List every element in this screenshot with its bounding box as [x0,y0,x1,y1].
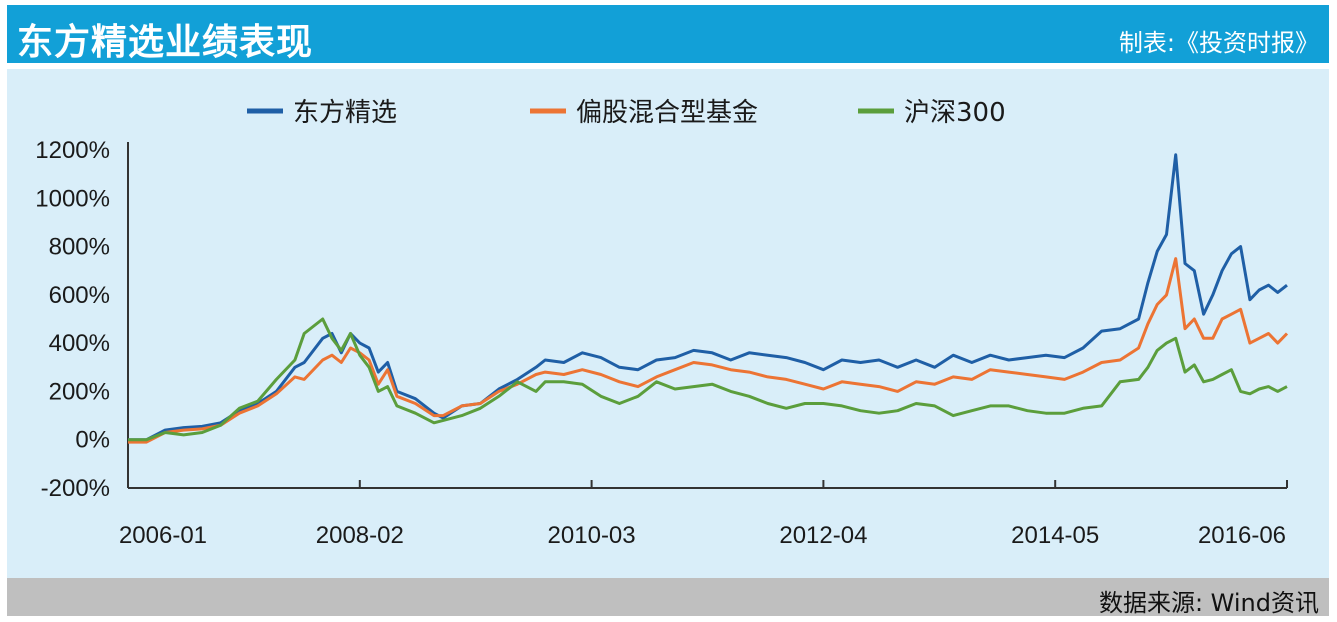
legend-label: 沪深300 [904,98,1006,128]
x-tick-label: 2006-01 [119,522,207,549]
x-tick-label: 2016-06 [1198,522,1286,549]
y-tick-label: 1200% [35,137,110,164]
x-tick-label: 2012-04 [779,522,867,549]
series-lines [128,153,1289,444]
title-bar: 东方精选业绩表现 制表:《投资时报》 [7,5,1329,63]
legend-label: 东方精选 [293,98,397,128]
y-tick-label: 400% [49,330,110,357]
y-tick-label: 0% [75,427,110,454]
y-tick-label: 600% [49,282,110,309]
x-tick-label: 2008-02 [316,522,404,549]
y-tick-label: 800% [49,234,110,261]
y-tick-label: 200% [49,378,110,405]
credit-label: 制表:《投资时报》 [1118,29,1319,57]
y-tick-label: -200% [41,475,110,502]
x-tick-label: 2010-03 [548,522,636,549]
chart-title: 东方精选业绩表现 [17,22,314,63]
plot-background [7,69,1329,578]
axes: -200% 0% 200% 400% 600% 800% 1000% 1200% 2006-01… [35,137,1288,549]
series-line [128,153,1288,442]
y-tick-label: 1000% [35,185,110,212]
series-line [128,317,1288,442]
footer-bar: 数据来源: Wind资讯 [7,578,1329,617]
source-label: 数据来源: Wind资讯 [1098,589,1319,617]
legend-label: 偏股混合型基金 [576,98,758,128]
x-tick-label: 2014-05 [1011,522,1099,549]
series-line [128,257,1289,444]
legend: 东方精选 偏股混合型基金 沪深300 [247,98,1006,128]
